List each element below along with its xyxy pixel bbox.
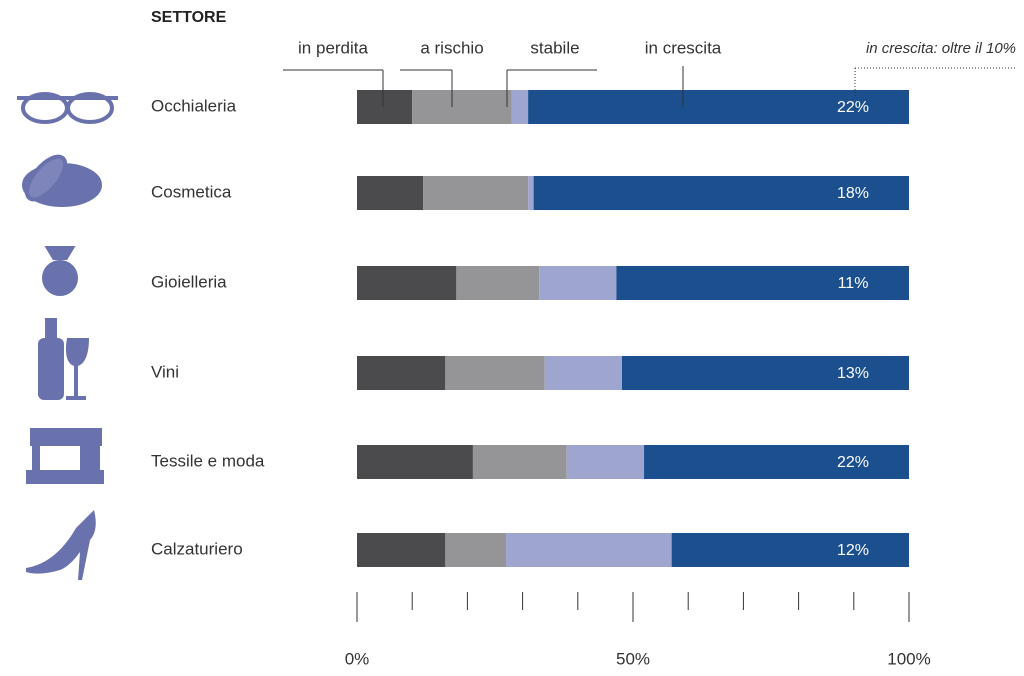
bar-segment — [445, 356, 545, 390]
value-label: 22% — [837, 454, 869, 471]
category-label: Cosmetica — [151, 182, 232, 201]
bar-segment — [357, 533, 446, 567]
legend-label: in crescita: oltre il 10% — [866, 40, 1016, 57]
bar-segment — [357, 90, 413, 124]
bar-segment — [423, 176, 529, 210]
x-tick-label: 100% — [887, 649, 930, 668]
bar-segment — [616, 266, 909, 300]
legend-label: in crescita — [645, 38, 722, 57]
bar-segment — [445, 533, 507, 567]
category-label: Vini — [151, 362, 179, 381]
category-label: Occhialeria — [151, 96, 237, 115]
bar-segment — [566, 445, 645, 479]
x-tick-label: 50% — [616, 649, 650, 668]
bar-segment — [544, 356, 622, 390]
bar-segment — [533, 176, 909, 210]
category-label: Gioielleria — [151, 272, 227, 291]
bar-segment — [671, 533, 909, 567]
value-label: 22% — [837, 99, 869, 116]
legend-label: a rischio — [420, 38, 483, 57]
bar-segment — [539, 266, 617, 300]
category-label: Calzaturiero — [151, 539, 243, 558]
bar-segment — [456, 266, 540, 300]
bar-segment — [357, 266, 457, 300]
legend-label: in perdita — [298, 38, 368, 57]
value-label: 11% — [838, 275, 869, 292]
bar-segment — [357, 176, 424, 210]
bar-segment — [528, 90, 909, 124]
chart-title: SETTORE — [151, 9, 227, 26]
legend-label: stabile — [530, 38, 579, 57]
bar-segment — [412, 90, 512, 124]
bar-segment — [357, 445, 473, 479]
bar-segment — [511, 90, 529, 124]
bar-segment — [506, 533, 672, 567]
value-label: 12% — [837, 542, 869, 559]
value-label: 18% — [837, 185, 869, 202]
icons — [17, 92, 118, 580]
bar-segment — [472, 445, 567, 479]
bar-segment — [621, 356, 909, 390]
bar-segment — [644, 445, 909, 479]
value-label: 13% — [837, 365, 869, 382]
bar-segment — [528, 176, 534, 210]
x-tick-label: 0% — [345, 649, 370, 668]
category-label: Tessile e moda — [151, 451, 265, 470]
bar-segment — [357, 356, 446, 390]
